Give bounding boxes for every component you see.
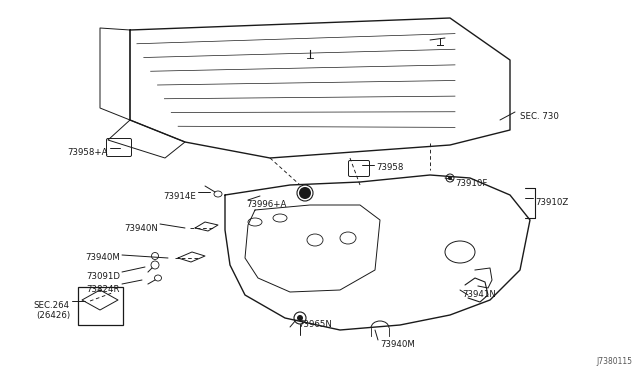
Ellipse shape xyxy=(294,312,306,324)
FancyBboxPatch shape xyxy=(106,138,131,157)
Ellipse shape xyxy=(151,261,159,269)
Text: 73996+A: 73996+A xyxy=(246,200,286,209)
Ellipse shape xyxy=(299,187,311,199)
Ellipse shape xyxy=(299,187,311,199)
Text: SEC. 730: SEC. 730 xyxy=(520,112,559,121)
Text: 73941N: 73941N xyxy=(462,290,496,299)
Ellipse shape xyxy=(152,253,159,260)
Ellipse shape xyxy=(340,232,356,244)
FancyBboxPatch shape xyxy=(78,287,123,325)
Text: 73940N: 73940N xyxy=(124,224,158,233)
Ellipse shape xyxy=(297,185,313,201)
FancyBboxPatch shape xyxy=(349,160,369,176)
Ellipse shape xyxy=(248,218,262,226)
Text: 73910F: 73910F xyxy=(455,179,488,188)
Ellipse shape xyxy=(273,214,287,222)
Text: 73091D: 73091D xyxy=(86,272,120,281)
Text: 73958: 73958 xyxy=(376,163,403,172)
Ellipse shape xyxy=(446,174,454,182)
Text: 73914E: 73914E xyxy=(163,192,196,201)
Ellipse shape xyxy=(154,275,161,281)
Text: 73824R: 73824R xyxy=(86,285,120,294)
Ellipse shape xyxy=(297,315,303,321)
Ellipse shape xyxy=(448,176,452,180)
Ellipse shape xyxy=(214,191,222,197)
Ellipse shape xyxy=(307,234,323,246)
Text: 73940M: 73940M xyxy=(85,253,120,262)
Text: 73958+A: 73958+A xyxy=(67,148,108,157)
Text: 73965N: 73965N xyxy=(298,320,332,329)
Text: (26426): (26426) xyxy=(36,311,70,320)
Text: J7380115: J7380115 xyxy=(596,357,632,366)
Ellipse shape xyxy=(445,241,475,263)
Text: 73910Z: 73910Z xyxy=(535,198,568,207)
Text: SEC.264: SEC.264 xyxy=(34,301,70,310)
Text: 73940M: 73940M xyxy=(380,340,415,349)
